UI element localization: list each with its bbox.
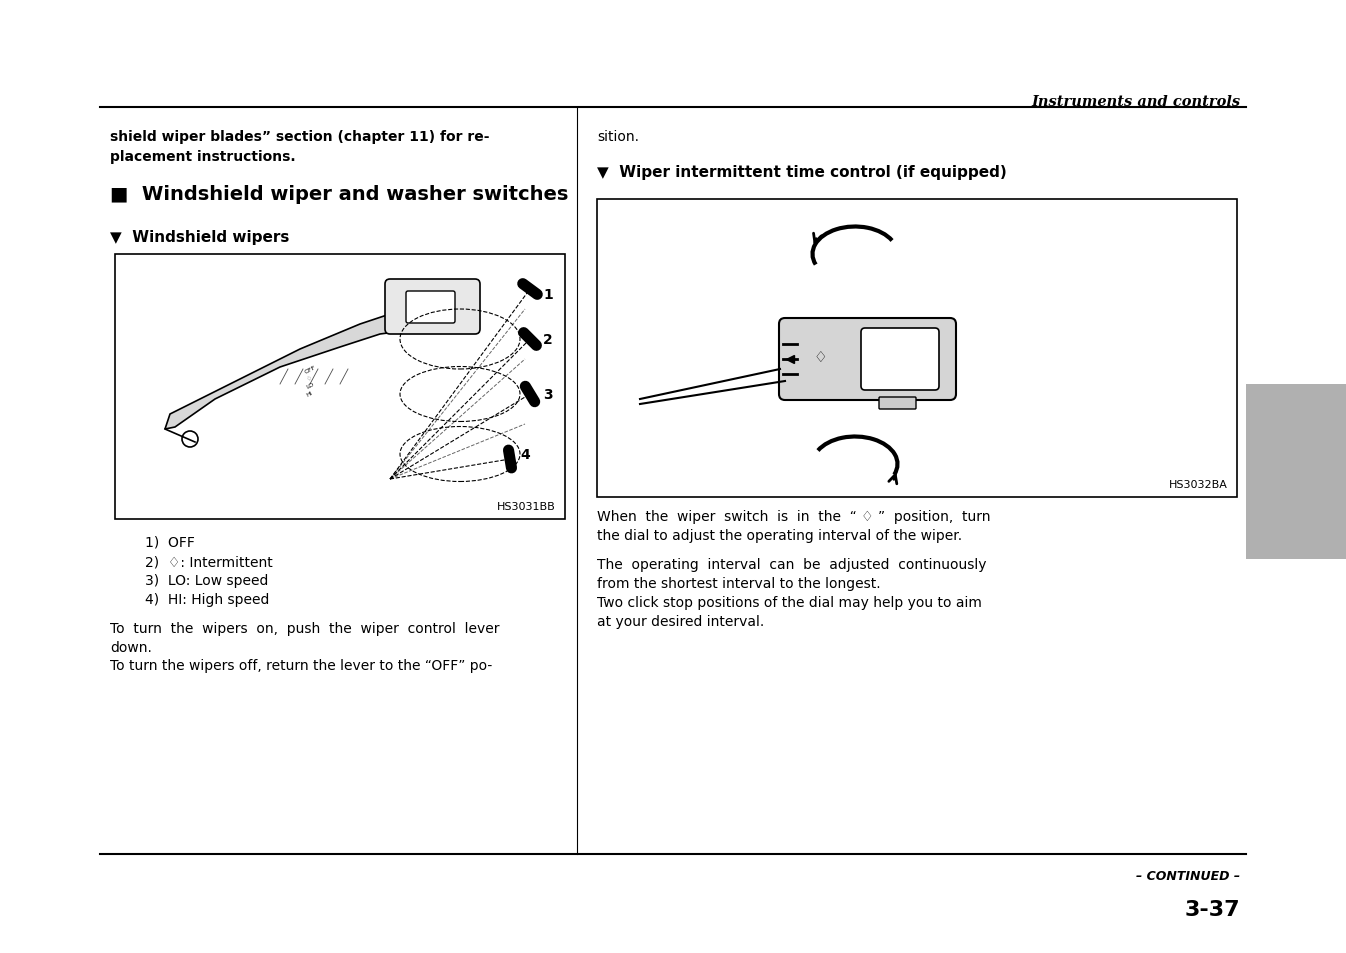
FancyBboxPatch shape [861,329,940,391]
FancyBboxPatch shape [406,292,455,324]
Text: 3)  LO: Low speed: 3) LO: Low speed [145,574,268,587]
Polygon shape [166,314,419,430]
Text: ■  Windshield wiper and washer switches: ■ Windshield wiper and washer switches [110,185,568,204]
Text: 1)  OFF: 1) OFF [145,536,195,550]
Text: sition.: sition. [598,130,639,144]
Text: – CONTINUED –: – CONTINUED – [1136,869,1240,882]
FancyBboxPatch shape [779,318,956,400]
Text: 2: 2 [544,333,553,347]
Text: To  turn  the  wipers  on,  push  the  wiper  control  lever: To turn the wipers on, push the wiper co… [110,621,499,636]
Text: When  the  wiper  switch  is  in  the  “ ♢ ”  position,  turn: When the wiper switch is in the “ ♢ ” po… [598,510,991,523]
Text: 2)  ♢: Intermittent: 2) ♢: Intermittent [145,555,273,568]
Text: 3-37: 3-37 [1184,899,1240,919]
Text: OFF: OFF [303,365,316,375]
Text: HS3031BB: HS3031BB [497,501,556,512]
Text: ▼  Windshield wipers: ▼ Windshield wipers [110,230,289,245]
Bar [1246,385,1346,559]
Text: ♢: ♢ [307,375,314,381]
FancyBboxPatch shape [385,280,481,335]
Text: down.: down. [110,640,152,655]
Bar [114,254,565,519]
Text: The  operating  interval  can  be  adjusted  continuously: The operating interval can be adjusted c… [598,558,987,572]
Text: HS3032BA: HS3032BA [1170,479,1228,490]
Text: at your desired interval.: at your desired interval. [598,615,765,628]
Text: Two click stop positions of the dial may help you to aim: Two click stop positions of the dial may… [598,596,981,609]
Text: shield wiper blades” section (chapter 11) for re-: shield wiper blades” section (chapter 11… [110,130,490,144]
Text: Instruments and controls: Instruments and controls [1031,95,1240,109]
Text: ♢: ♢ [813,350,826,365]
Text: from the shortest interval to the longest.: from the shortest interval to the longes… [598,577,880,590]
Text: 3: 3 [544,388,553,401]
Text: To turn the wipers off, return the lever to the “OFF” po-: To turn the wipers off, return the lever… [110,659,493,672]
Text: the dial to adjust the operating interval of the wiper.: the dial to adjust the operating interva… [598,529,962,542]
Text: 4: 4 [520,448,530,461]
Text: LO: LO [306,381,315,390]
Text: 1: 1 [544,288,553,302]
FancyBboxPatch shape [879,397,917,410]
Text: 4)  HI: High speed: 4) HI: High speed [145,593,269,606]
Text: ▼  Wiper intermittent time control (if equipped): ▼ Wiper intermittent time control (if eq… [598,165,1007,180]
Text: placement instructions.: placement instructions. [110,150,296,164]
Text: HI: HI [306,390,314,397]
Bar [598,200,1237,497]
